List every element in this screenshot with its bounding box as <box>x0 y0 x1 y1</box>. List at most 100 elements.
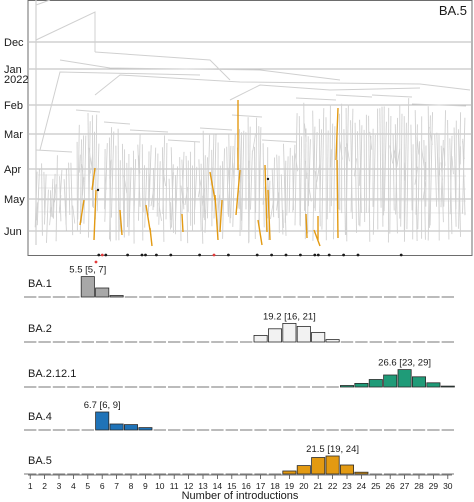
tree-branch <box>108 137 111 242</box>
x-tick-label: 23 <box>342 481 352 491</box>
tree-branch <box>165 142 168 220</box>
tree-branch <box>37 199 467 202</box>
tip-marker <box>313 253 317 257</box>
tree-branch <box>270 200 274 220</box>
tree-branch <box>150 188 155 207</box>
tree-branch <box>368 115 371 242</box>
tree-branch <box>81 135 85 223</box>
x-tick-label: 27 <box>400 481 410 491</box>
tree-branch <box>458 112 462 229</box>
tree-branch <box>261 139 297 143</box>
bar <box>325 455 340 475</box>
x-tick-label: 18 <box>270 481 280 491</box>
series-label: BA.2.12.1 <box>28 368 76 380</box>
tree-branch <box>36 202 38 221</box>
tree-branch <box>262 186 265 205</box>
x-axis-label: Number of introductions <box>182 490 299 502</box>
tree-branch <box>138 155 141 174</box>
tree-branch <box>52 173 56 219</box>
tree-branch <box>158 161 161 225</box>
tree-branch <box>35 11 96 52</box>
tree-branch <box>316 164 321 183</box>
tip-marker <box>399 253 403 257</box>
tree-branch <box>41 163 43 236</box>
tree-branch <box>429 112 433 226</box>
tip-marker <box>356 253 360 257</box>
x-tick-label: 5 <box>85 481 90 491</box>
tree-branch <box>52 199 54 218</box>
tree-branch <box>241 130 245 231</box>
tree-branch <box>440 162 443 181</box>
tree-branch <box>143 165 145 213</box>
tree-branch <box>358 167 361 186</box>
tree-branch <box>411 103 467 107</box>
tree-branch <box>389 115 392 234</box>
tip-marker <box>198 253 202 257</box>
tree-branch <box>217 194 220 213</box>
tree-branch <box>394 139 396 158</box>
tree-branch <box>219 165 221 232</box>
tree-branch <box>440 145 444 223</box>
tree-branch <box>179 157 182 242</box>
tip-marker <box>212 253 216 257</box>
tree-branch <box>350 108 354 212</box>
tree-branch <box>213 134 217 219</box>
tree-branch <box>451 156 454 175</box>
tree-branch <box>330 123 334 207</box>
highlighted-lineage <box>257 219 263 246</box>
tree-branch <box>185 155 189 244</box>
highlighted-lineage <box>149 227 153 247</box>
series-label: BA.1 <box>28 278 52 290</box>
tree-branch <box>46 189 49 243</box>
x-tick-label: 17 <box>256 481 266 491</box>
x-tick-label: 19 <box>285 481 295 491</box>
tree-branch <box>319 129 323 213</box>
tree-branch <box>198 159 202 232</box>
histogram-rows: BA.1 5.5 [5, 7] BA.2 19.2 [16, 21] BA.2.12.1… <box>24 265 455 475</box>
highlighted-lineage <box>209 171 216 201</box>
tree-branch <box>354 122 357 233</box>
tree-branch <box>356 131 360 226</box>
tree-branch <box>133 159 137 213</box>
tree-branch <box>109 160 111 179</box>
tree-branch <box>94 74 471 96</box>
tree-branch <box>202 130 205 218</box>
highlighted-lineage <box>91 167 96 191</box>
estimate-label: 6.7 [6, 9] <box>84 400 121 411</box>
x-tick-label: 21 <box>313 481 323 491</box>
tree-branch <box>230 145 234 219</box>
estimate-label: 21.5 [19, 24] <box>306 444 359 455</box>
tree-branch <box>90 155 93 174</box>
month-gridlines <box>28 41 472 232</box>
tree-branch <box>343 129 346 236</box>
tree-branch <box>326 130 329 220</box>
tree-branch <box>54 184 57 203</box>
tip-marker <box>169 253 173 257</box>
tip-marker <box>299 253 302 257</box>
bar <box>80 276 95 298</box>
tree-branch <box>447 119 450 240</box>
histogram-BA.5: BA.5 21.5 [19, 24] <box>24 444 454 475</box>
bar <box>282 470 297 475</box>
histogram-BA.2: BA.2 19.2 [16, 21] <box>24 311 454 343</box>
tree-branch <box>276 192 279 211</box>
x-tick-label: 13 <box>198 481 208 491</box>
tree-branch <box>226 146 229 215</box>
tree-branch <box>103 121 131 125</box>
tree-branch <box>79 154 81 173</box>
tree-branch <box>104 143 108 222</box>
tree-branch <box>35 149 73 153</box>
tree-branch <box>294 113 298 226</box>
x-tick-label: 8 <box>129 481 134 491</box>
tree-branch <box>298 116 301 226</box>
y-tick-label: Dec <box>4 37 24 49</box>
tree-branch <box>204 157 208 233</box>
x-tick-label: 4 <box>71 481 76 491</box>
tree-branch <box>44 174 47 225</box>
tree-branch <box>371 94 413 98</box>
bar <box>354 382 369 388</box>
bar <box>339 385 354 388</box>
highlighted-lineage <box>219 199 223 233</box>
